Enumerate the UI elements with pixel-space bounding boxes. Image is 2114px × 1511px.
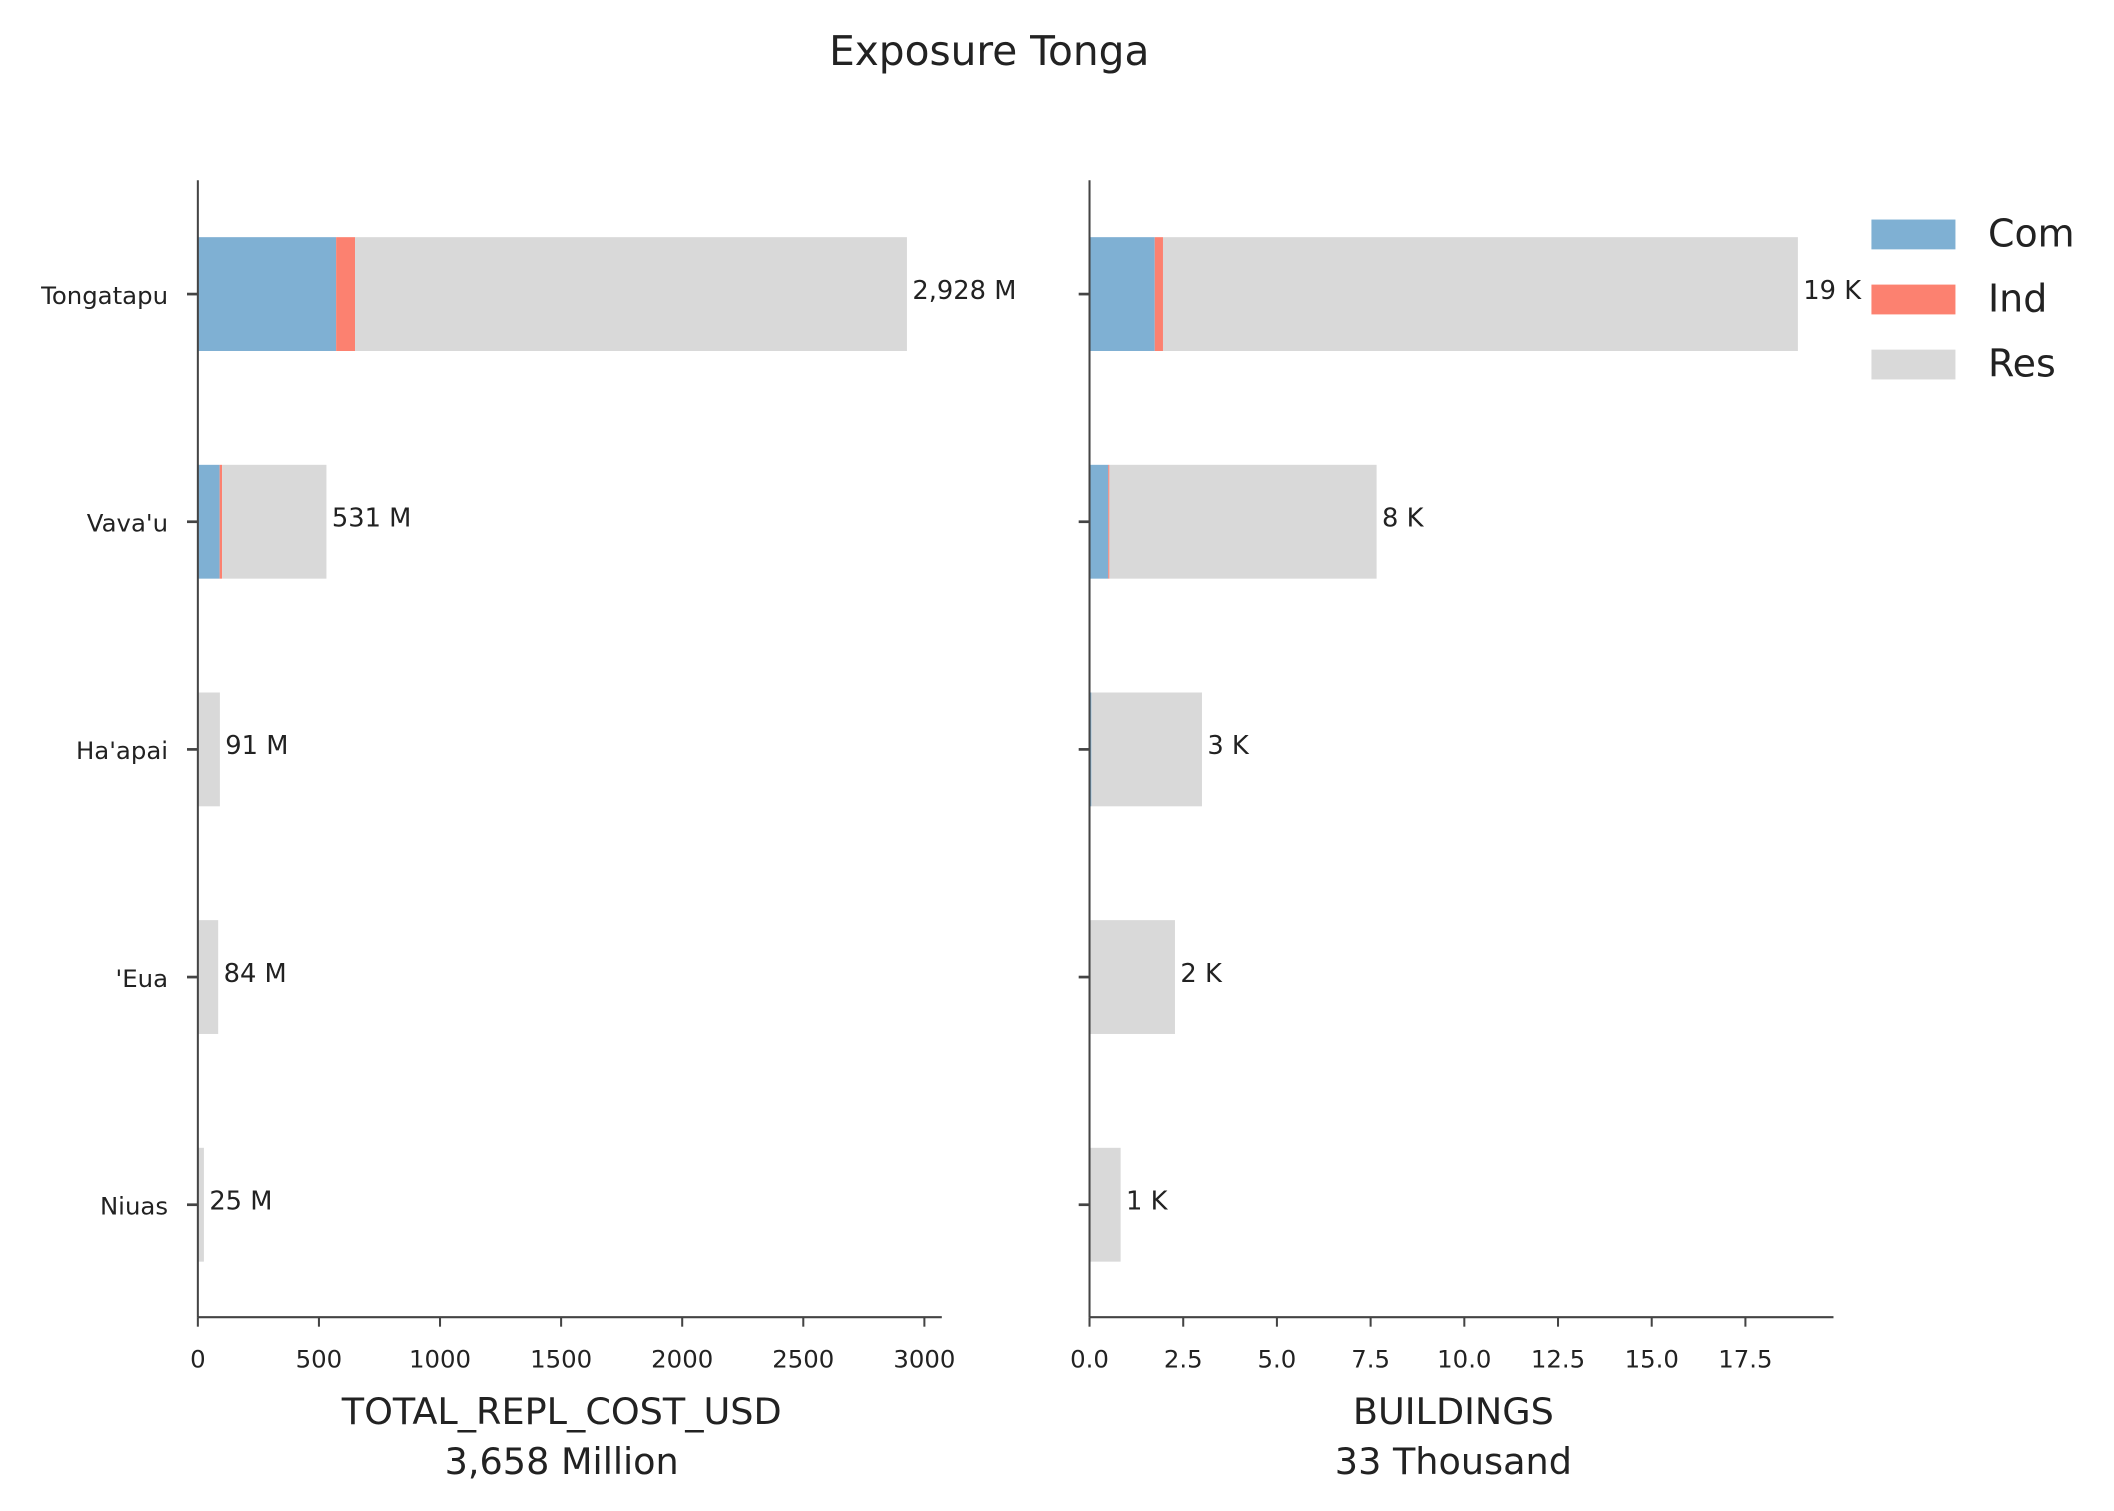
bar-segment [1154,237,1163,351]
value-label: 25 M [209,1187,272,1217]
bar-segment [197,237,337,351]
x-axis-title: 33 Thousand [1335,1440,1572,1483]
x-tick-label: 0.0 [1070,1345,1109,1374]
x-tick-label: 500 [296,1345,343,1374]
bar-segment [1089,1147,1121,1262]
bar-segment [355,237,907,351]
x-tick-label: 5.0 [1258,1345,1297,1374]
y-tick-label: Ha'apai [76,736,168,765]
bar-segment [1089,237,1155,351]
legend-label: Res [1988,341,2056,385]
bar-segment [198,692,220,807]
value-label: 3 K [1207,731,1250,761]
value-label: 84 M [224,959,287,989]
bar-segment [1108,464,1110,579]
x-tick-label: 1000 [409,1345,471,1374]
legend-label: Ind [1988,276,2047,320]
x-tick-label: 10.0 [1437,1345,1491,1374]
x-axis-title: BUILDINGS [1353,1390,1554,1433]
y-tick-label: Niuas [100,1191,168,1220]
value-label: 2 K [1180,959,1223,989]
bar-segment [1091,692,1202,807]
figure-title: Exposure Tonga [829,27,1149,75]
bar-segment [222,464,327,579]
bar-segment [197,1147,204,1262]
bar-segment [219,464,223,579]
y-tick-label: 'Eua [116,964,169,993]
x-tick-label: 2500 [772,1345,834,1374]
value-label: 91 M [225,731,288,761]
value-label: 19 K [1803,276,1862,306]
bar-segment [1089,464,1109,579]
x-tick-label: 0 [190,1345,206,1374]
value-label: 531 M [332,504,412,534]
bar-segment [1162,237,1798,351]
bar-segment [1109,464,1377,579]
bar-segment [198,920,219,1034]
bar-segment [1090,920,1175,1034]
x-tick-label: 2000 [651,1345,713,1374]
x-tick-label: 1500 [530,1345,592,1374]
x-axis-title: 3,658 Million [445,1440,679,1483]
legend-swatch [1871,219,1956,250]
bar-segment [197,464,220,579]
x-tick-label: 17.5 [1718,1345,1772,1374]
x-axis-title: TOTAL_REPL_COST_USD [341,1390,782,1433]
value-label: 1 K [1126,1187,1169,1217]
value-label: 2,928 M [912,276,1016,306]
y-tick-label: Vava'u [87,508,168,537]
bar-segment [336,237,356,351]
y-tick-label: Tongatapu [40,281,168,310]
x-tick-label: 2.5 [1164,1345,1203,1374]
x-tick-label: 12.5 [1531,1345,1585,1374]
legend-label: Com [1988,211,2075,255]
x-tick-label: 7.5 [1351,1345,1390,1374]
x-tick-label: 3000 [893,1345,955,1374]
legend-swatch [1871,284,1956,315]
value-label: 8 K [1382,504,1425,534]
x-tick-label: 15.0 [1625,1345,1679,1374]
legend-swatch [1871,349,1956,380]
